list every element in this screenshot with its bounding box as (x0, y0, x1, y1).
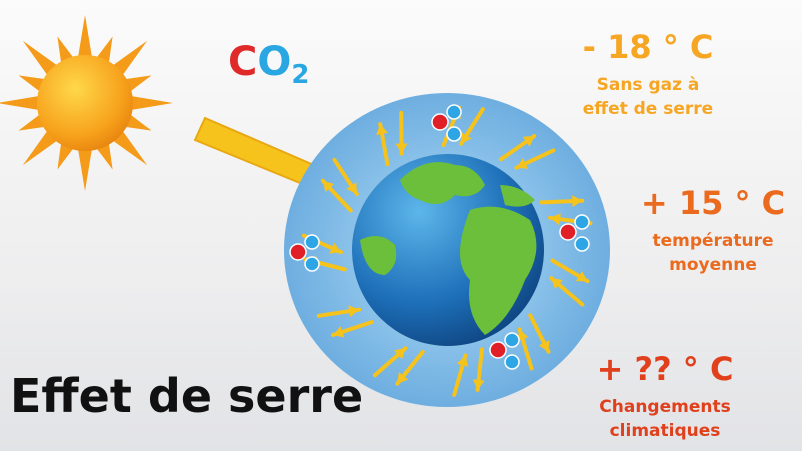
oxygen (575, 237, 589, 251)
temperature: - 18 ° C (583, 28, 714, 66)
oxygen (305, 257, 319, 271)
co2-sub: 2 (291, 60, 309, 90)
oxygen (575, 215, 589, 229)
caption: Changements (599, 397, 730, 417)
oxygen (447, 127, 461, 141)
infographic: CO2 - 18 ° C Sans gaz à effet de serre +… (0, 0, 802, 451)
oxygen (505, 355, 519, 369)
oxygen (505, 333, 519, 347)
co2-c: C (228, 39, 257, 85)
co2-o: O (257, 39, 291, 85)
title: Effet de serre (10, 369, 363, 423)
caption: Sans gaz à (597, 75, 700, 95)
temperature: + 15 ° C (641, 184, 785, 222)
caption: climatiques (610, 421, 721, 441)
sun-disc (37, 55, 133, 151)
carbon (560, 224, 576, 240)
carbon (290, 244, 306, 260)
caption: moyenne (669, 255, 757, 275)
oxygen (447, 105, 461, 119)
temperature: + ?? ° C (597, 350, 734, 388)
caption: température (652, 231, 773, 251)
carbon (490, 342, 506, 358)
oxygen (305, 235, 319, 249)
caption: effet de serre (583, 99, 713, 119)
page: CO2 - 18 ° C Sans gaz à effet de serre +… (0, 0, 802, 451)
carbon (432, 114, 448, 130)
